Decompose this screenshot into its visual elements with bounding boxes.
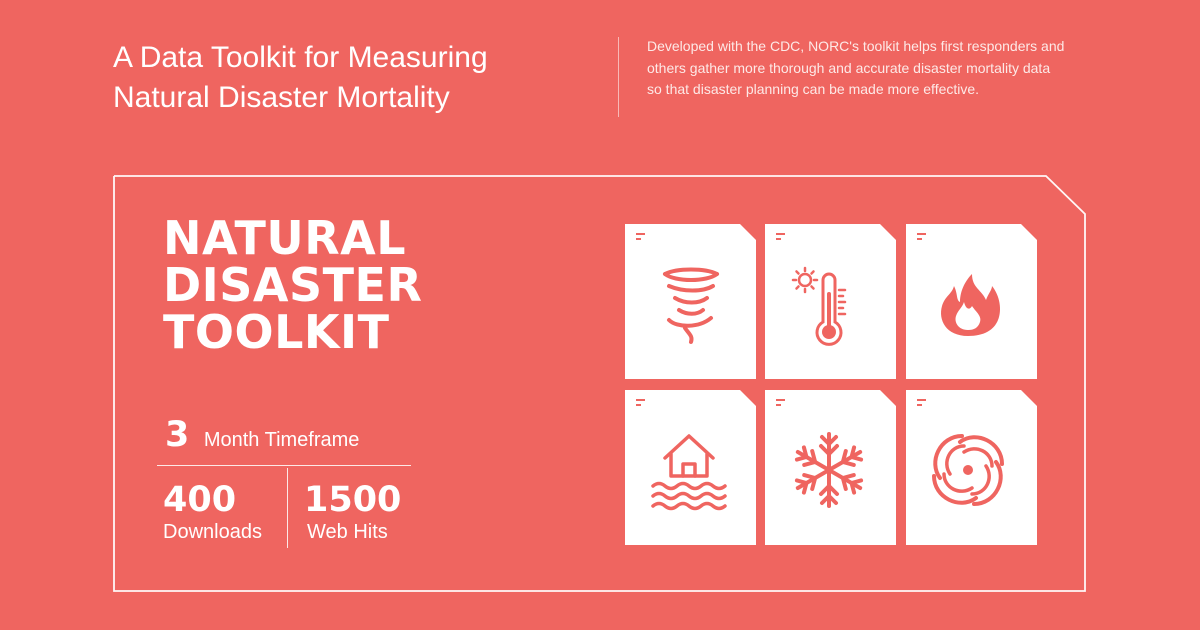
stats-divider-horizontal [157, 465, 411, 466]
fire-icon [941, 274, 1000, 336]
toolkit-title-line-2: DISASTER [163, 258, 423, 312]
tornado-icon [663, 267, 719, 344]
description-text: Developed with the CDC, NORC's toolkit h… [647, 38, 1065, 97]
header-divider [618, 37, 619, 117]
card-hurricane[interactable] [906, 390, 1037, 545]
stat-timeframe: 3 Month Timeframe [165, 415, 359, 455]
flood-house-icon [651, 434, 727, 511]
headline-line-1: A Data Toolkit for Measuring [113, 41, 488, 74]
downloads-label: Downloads [163, 521, 262, 543]
stats-divider-vertical [287, 468, 288, 548]
downloads-value: 400 [163, 480, 237, 520]
hurricane-icon [932, 434, 1004, 506]
stat-downloads: 400 Downloads [163, 480, 262, 544]
timeframe-value: 3 [165, 415, 190, 455]
stat-webhits: 1500 Web Hits [304, 480, 401, 544]
headline: A Data Toolkit for Measuring Natural Dis… [113, 38, 488, 118]
headline-line-2: Natural Disaster Mortality [113, 81, 450, 114]
card-flood[interactable] [625, 390, 756, 545]
thermometer-sun-icon [791, 266, 847, 346]
snowflake-icon [791, 432, 867, 508]
toolkit-title-line-3: TOOLKIT [163, 305, 390, 359]
card-tornado[interactable] [625, 224, 756, 379]
toolkit-title-line-1: NATURAL [163, 211, 407, 265]
toolkit-title: NATURAL DISASTER TOOLKIT [163, 215, 422, 356]
disaster-card-grid [625, 224, 1037, 545]
webhits-value: 1500 [304, 480, 402, 520]
card-heat[interactable] [765, 224, 896, 379]
webhits-label: Web Hits [307, 521, 388, 543]
card-snow[interactable] [765, 390, 896, 545]
timeframe-label: Month Timeframe [203, 429, 360, 451]
card-fire[interactable] [906, 224, 1037, 379]
